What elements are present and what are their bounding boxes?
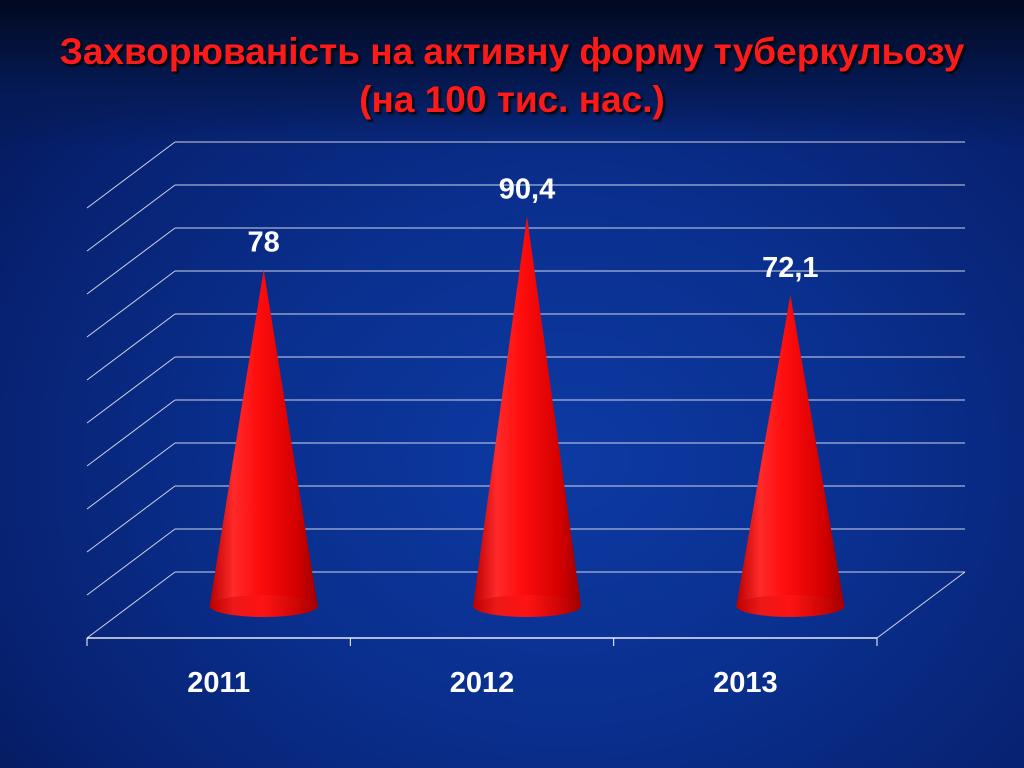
cone-body	[209, 269, 318, 617]
cone-base	[736, 595, 845, 617]
gridline-side	[86, 313, 176, 381]
cone-body	[473, 216, 581, 617]
cone-base	[209, 595, 318, 617]
slide-header-band	[0, 0, 1024, 150]
data-label: 90,4	[499, 173, 555, 205]
gridline-side	[86, 442, 176, 510]
cone-base	[473, 595, 581, 617]
data-label: 78	[248, 227, 280, 259]
chart-title: Захворюваність на активну форму туберкул…	[0, 28, 1024, 124]
gridline-side	[86, 184, 176, 252]
gridline-side	[86, 141, 176, 209]
cone-2012	[473, 216, 581, 617]
gridline-side	[86, 528, 176, 596]
gridline-side	[86, 227, 176, 295]
data-labels: 78 90,4 72,1	[248, 173, 819, 284]
chart-title-line1: Захворюваність на активну форму туберкул…	[59, 31, 965, 72]
gridline-side	[86, 356, 176, 424]
x-tick-label: 2012	[450, 667, 515, 699]
cone-2013	[736, 294, 845, 617]
gridline-side	[86, 571, 176, 639]
x-tick-label: 2011	[187, 667, 250, 699]
x-tick-label: 2013	[713, 667, 778, 699]
cone-series	[209, 216, 845, 617]
floor-edge-right	[876, 571, 966, 639]
gridline-side	[86, 270, 176, 338]
cone-body	[736, 294, 845, 617]
gridlines	[86, 141, 966, 639]
data-label: 72,1	[762, 252, 818, 284]
gridline-side	[86, 485, 176, 553]
cone-2011	[209, 269, 318, 617]
category-axis: 2011 2012 2013	[86, 638, 878, 699]
chart-title-line2: (на 100 тис. нас.)	[359, 79, 665, 120]
gridline-side	[86, 399, 176, 467]
